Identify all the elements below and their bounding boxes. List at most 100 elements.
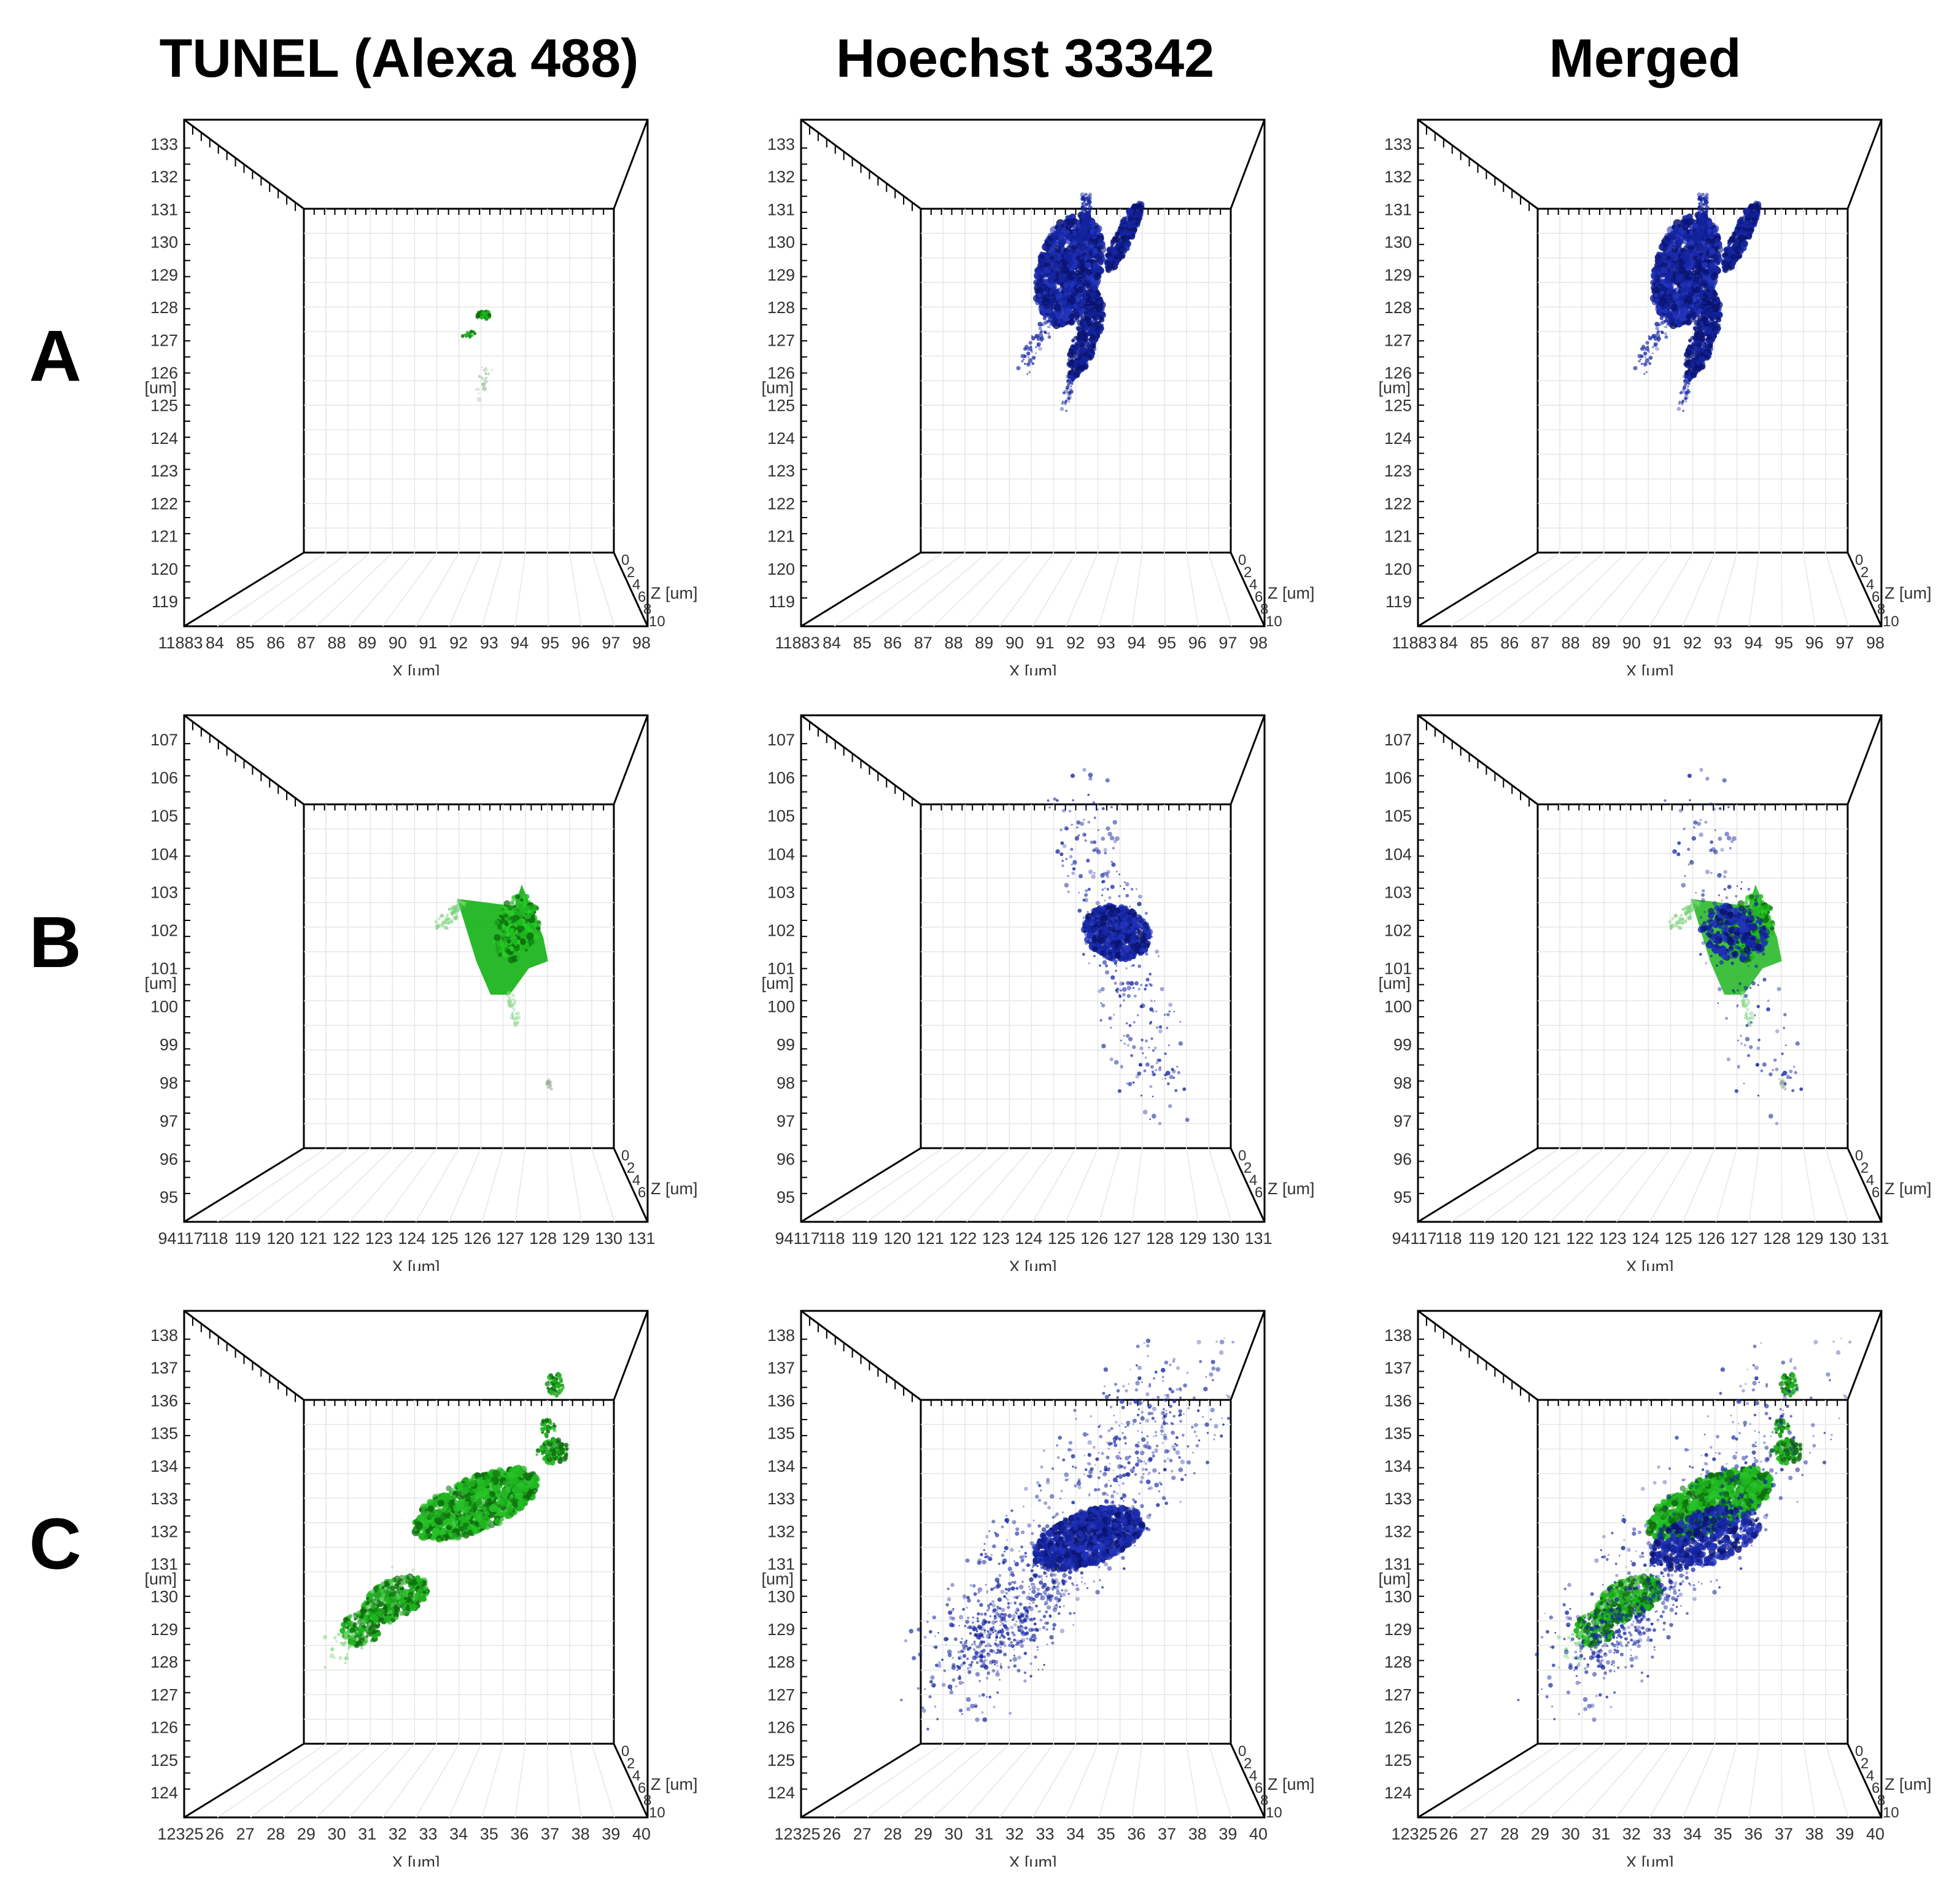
- fluorescence-cell-render: [1047, 767, 1190, 1125]
- x-tick-label: 130: [1212, 1229, 1239, 1248]
- y-tick-label: 126: [1384, 364, 1412, 383]
- x-axis-title: X [um]: [1009, 662, 1056, 675]
- y-axis-title: Y [um]: [758, 974, 794, 993]
- y-tick-label: 96: [777, 1150, 795, 1168]
- hoechst-signal: [1047, 767, 1190, 1125]
- fluorescence-cell-render: [1016, 192, 1145, 413]
- y-tick-label: 107: [150, 731, 178, 749]
- y-tick-label: 105: [767, 807, 795, 825]
- hoechst-signal: [900, 1337, 1235, 1731]
- x-tick-label: 87: [914, 634, 932, 652]
- x-tick-label: 129: [1796, 1229, 1824, 1248]
- x-tick-label: 95: [541, 634, 559, 652]
- x-tick-label: 28: [266, 1825, 285, 1843]
- z-tick-label: 4: [632, 577, 640, 593]
- x-tick-label: 87: [1531, 634, 1549, 652]
- x-tick-label: 38: [571, 1825, 590, 1843]
- tick-marks: [1418, 126, 1838, 599]
- x-tick-label: 32: [1005, 1825, 1024, 1843]
- y-tick-label: 107: [767, 731, 795, 749]
- x-tick-label: 124: [1632, 1229, 1659, 1248]
- x-axis-title: X [um]: [1009, 1257, 1056, 1271]
- panel-row-b-col-2: 95 96 97 98 99 100 101 102 103 104 105 106 107 118 119…: [746, 706, 1329, 1276]
- z-tick-label: 0: [621, 552, 629, 569]
- x-tick-label: 32: [1622, 1825, 1641, 1843]
- x-tick-label: 30: [328, 1825, 346, 1843]
- y-tick-label: 125: [1384, 1751, 1412, 1770]
- z-tick-label: 2: [1244, 1755, 1252, 1772]
- x-tick-label: 125: [431, 1229, 459, 1248]
- fluorescence-cell-render: [1664, 767, 1803, 1125]
- y-tick-label: 121: [767, 527, 795, 546]
- y-tick-label: 123: [150, 462, 178, 480]
- x-tick-label: 35: [1097, 1825, 1115, 1843]
- hoechst-signal: [1517, 1337, 1852, 1722]
- y-tick-label: 106: [1384, 769, 1412, 787]
- y-tick-label: 96: [160, 1150, 178, 1168]
- y-tick-label: 132: [150, 168, 178, 186]
- y-axis-title: Y [um]: [758, 1570, 794, 1588]
- tick-marks: [801, 1317, 1222, 1790]
- x-tick-label: 39: [1218, 1825, 1237, 1843]
- x-tick-label: 31: [975, 1825, 993, 1843]
- x-tick-label: 95: [1158, 634, 1176, 652]
- z-tick-label: 0: [621, 1743, 629, 1760]
- x-tick-label: 34: [1683, 1825, 1702, 1843]
- render-3d-plot: 119 120 121 122 123 124 125 126 127 128 129 130 131 1…: [746, 118, 1315, 680]
- y-tick-label: 105: [150, 807, 178, 825]
- x-axis-title: X [um]: [1009, 1853, 1056, 1867]
- x-tick-label: 84: [1439, 634, 1458, 652]
- y-tick-label: 128: [1384, 1653, 1412, 1671]
- y-tick-label: 128: [767, 298, 795, 317]
- y-tick-label: 101: [150, 960, 178, 978]
- x-tick-label: 28: [1500, 1825, 1519, 1843]
- fluorescence-cell-render: [1517, 1337, 1852, 1722]
- x-tick-label: 86: [1500, 634, 1519, 652]
- back-grid: [834, 209, 1232, 627]
- x-tick-label: 122: [949, 1229, 977, 1248]
- y-tick-label: 136: [1384, 1391, 1412, 1410]
- x-tick-label: 89: [1592, 634, 1610, 652]
- z-tick-label: 0: [1238, 1743, 1246, 1760]
- fluorescence-cell-render: [434, 884, 553, 1091]
- z-tick-label: 0: [1855, 552, 1863, 569]
- y-tick-label: 95: [160, 1188, 178, 1206]
- y-tick-label: 124: [1384, 429, 1412, 448]
- x-tick-label: 125: [1665, 1229, 1692, 1248]
- x-tick-label: 93: [1097, 634, 1115, 652]
- y-tick-label: 130: [767, 233, 795, 252]
- column-header-tunel: TUNEL (Alexa 488): [159, 28, 639, 88]
- x-tick-label: 88: [1562, 634, 1580, 652]
- x-tick-label: 91: [419, 634, 437, 652]
- render-3d-plot: 124 125 126 127 128 129 130 131 132 133 134 135 136 1…: [129, 1310, 698, 1871]
- back-grid: [217, 209, 615, 627]
- z-tick-label: 4: [1249, 577, 1257, 593]
- x-tick-label: 33: [1036, 1825, 1054, 1843]
- column-header-merged: Merged: [1549, 28, 1741, 88]
- z-tick-label: 2: [1861, 1160, 1869, 1176]
- y-tick-label: 99: [777, 1036, 795, 1054]
- column-header-hoechst: Hoechst 33342: [835, 28, 1215, 88]
- x-tick-label: 39: [602, 1825, 620, 1843]
- y-tick-label: 132: [1384, 1522, 1412, 1540]
- y-tick-label: 103: [1384, 883, 1412, 901]
- back-grid: [217, 804, 615, 1222]
- x-tick-label: 90: [1005, 634, 1024, 652]
- panel-row-c-col-3: 124 125 126 127 128 129 130 131 132 133 134 135 136 1…: [1363, 1302, 1946, 1871]
- x-tick-label: 119: [1468, 1229, 1495, 1248]
- x-tick-label: 34: [449, 1825, 468, 1843]
- y-tick-label: 123: [767, 462, 795, 480]
- render-3d-plot: 124 125 126 127 128 129 130 131 132 133 134 135 136 1…: [746, 1310, 1315, 1871]
- y-tick-label: 105: [1384, 807, 1412, 825]
- y-tick-label: 138: [150, 1326, 178, 1345]
- x-tick-label: 123: [982, 1229, 1010, 1248]
- panel-row-b-col-3: 95 96 97 98 99 100 101 102 103 104 105 106 107 118 119…: [1363, 706, 1946, 1276]
- y-tick-label: 122: [1384, 494, 1412, 513]
- x-tick-label: 120: [266, 1229, 294, 1248]
- fluorescence-cell-render: [1633, 192, 1762, 413]
- y-tick-label: 119: [1385, 592, 1412, 611]
- x-tick-label: 96: [1805, 634, 1824, 652]
- x-tick-label: 98: [1866, 634, 1884, 652]
- y-tick-label: 129: [150, 266, 178, 284]
